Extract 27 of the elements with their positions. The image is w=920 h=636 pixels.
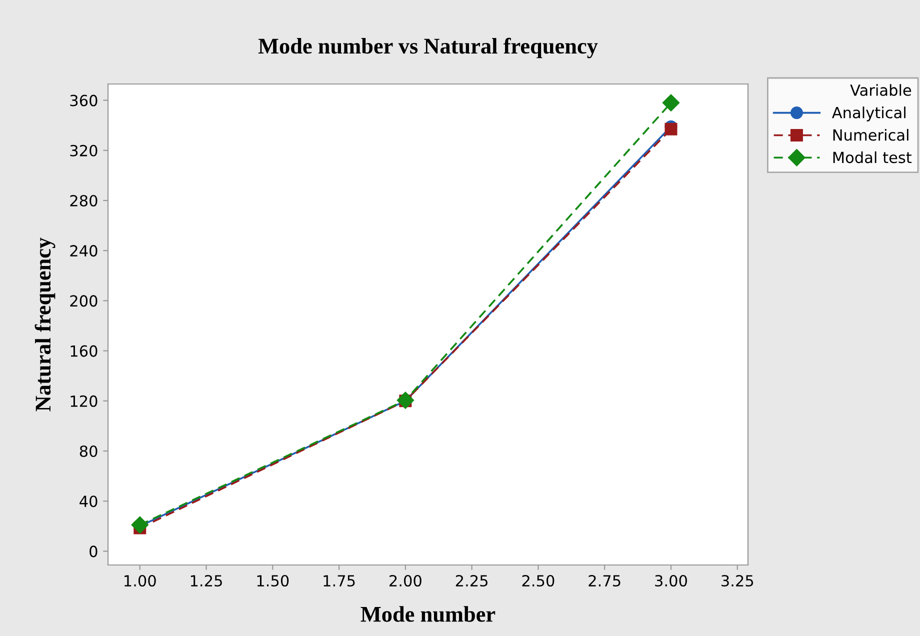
x-tick-label: 1.00	[124, 574, 156, 587]
y-tick-label: 320	[70, 144, 98, 156]
x-tick-label: 2.50	[522, 574, 554, 587]
legend-title: Variable	[850, 84, 912, 96]
x-axis-title: Mode number	[360, 606, 496, 622]
y-tick-label: 200	[70, 295, 98, 307]
x-tick-label: 1.75	[324, 575, 355, 587]
y-axis-title: Natural frequency	[34, 238, 56, 412]
x-tick-label: 1.25	[190, 574, 222, 587]
y-tick-label: 360	[70, 94, 98, 106]
legend-label: Modal test	[833, 151, 912, 164]
legend-label: Analytical	[832, 106, 906, 122]
chart-title: Mode number vs Natural frequency	[258, 38, 598, 58]
y-tick-label: 80	[80, 445, 98, 458]
y-tick-label: 0	[90, 546, 98, 558]
x-tick-label: 2.00	[390, 574, 422, 587]
x-tick-label: 3.00	[655, 574, 687, 587]
y-tick-label: 240	[70, 245, 98, 257]
y-tick-label: 40	[80, 496, 98, 508]
x-tick-label: 3.25	[722, 574, 754, 587]
y-tick-label: 120	[70, 395, 98, 407]
y-tick-label: 160	[70, 345, 98, 357]
x-tick-label: 2.25	[456, 574, 488, 587]
x-tick-label: 2.75	[588, 574, 620, 587]
legend-label: Numerical	[833, 128, 908, 141]
x-tick-label: 1.50	[257, 574, 289, 587]
y-tick-label: 280	[70, 194, 98, 207]
